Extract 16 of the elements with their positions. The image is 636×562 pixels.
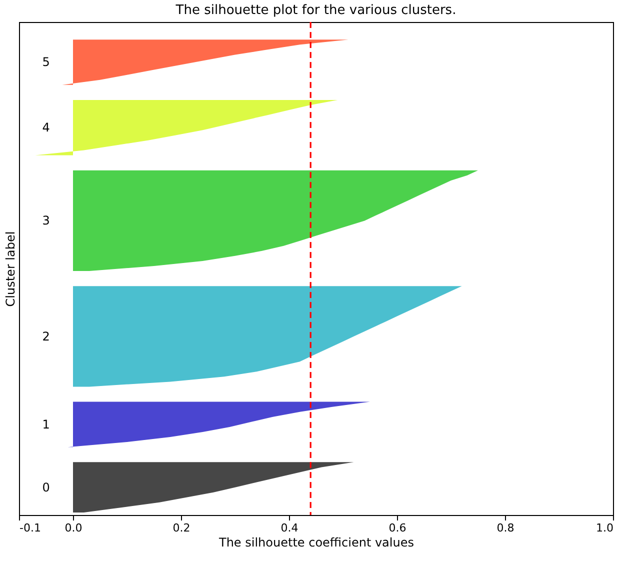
annotation: 3 xyxy=(42,214,50,228)
x-axis-title: The silhouette coefficient values xyxy=(218,536,414,550)
y-axis-title: Cluster label xyxy=(4,231,18,307)
x-tick-label: 0.4 xyxy=(280,522,298,534)
x-tick-label: 0.0 xyxy=(64,522,82,534)
annotation: 5 xyxy=(42,55,50,70)
x-tick-label: 0.2 xyxy=(172,522,190,534)
chart-title: The silhouette plot for the various clusters. xyxy=(174,3,456,18)
annotation: 2 xyxy=(42,329,50,344)
x-tick-label: -0.1 xyxy=(20,522,41,534)
annotation: 0 xyxy=(42,480,50,494)
x-tick-label: 1.0 xyxy=(596,522,614,534)
annotation: 4 xyxy=(42,120,50,135)
x-tick-label: 0.8 xyxy=(496,522,514,534)
annotation: 1 xyxy=(42,417,50,432)
x-tick-label: 0.6 xyxy=(388,522,406,534)
